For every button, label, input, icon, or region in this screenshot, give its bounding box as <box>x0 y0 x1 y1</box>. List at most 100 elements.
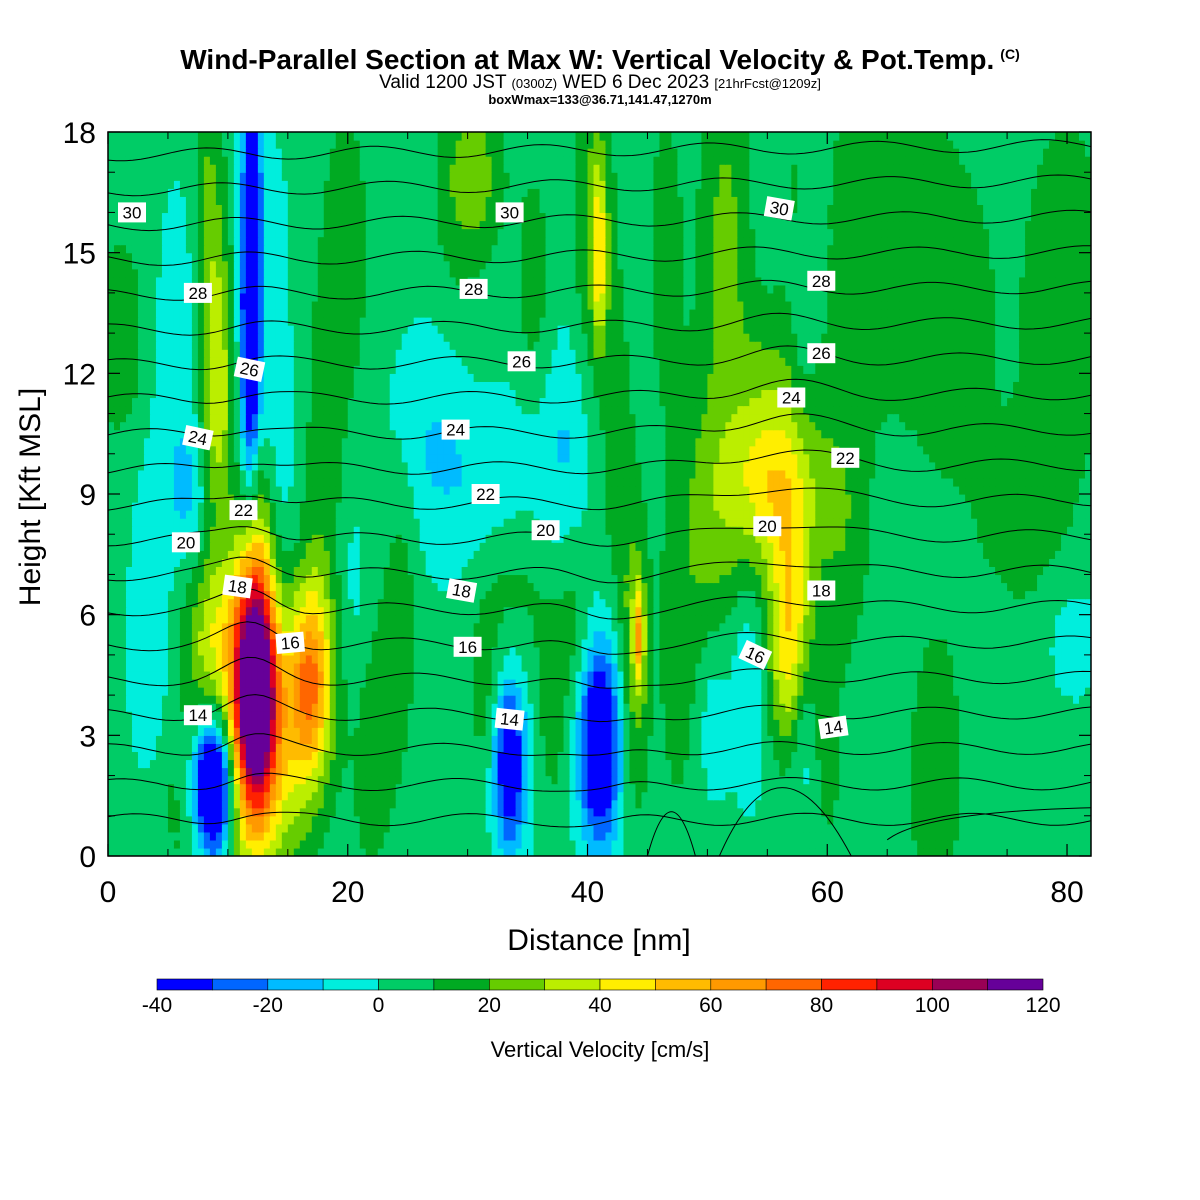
velocity-cell <box>209 622 217 632</box>
velocity-cell <box>185 622 193 632</box>
velocity-cell <box>179 847 187 856</box>
velocity-cell <box>827 646 834 656</box>
velocity-cell <box>635 687 643 696</box>
velocity-cell <box>383 799 391 809</box>
velocity-cell <box>347 791 355 801</box>
velocity-cell <box>419 719 427 728</box>
velocity-cell <box>467 791 475 801</box>
velocity-cell <box>281 783 289 793</box>
velocity-cell <box>785 775 792 785</box>
velocity-cell <box>293 687 301 696</box>
velocity-cell <box>629 687 637 696</box>
velocity-cell <box>833 791 840 801</box>
velocity-cell <box>221 767 229 777</box>
velocity-cell <box>491 719 499 728</box>
velocity-cell <box>845 831 852 841</box>
velocity-cell <box>479 703 487 712</box>
velocity-cell <box>179 703 187 712</box>
velocity-cell <box>989 807 996 817</box>
velocity-cell <box>545 679 553 688</box>
velocity-cell <box>257 791 265 801</box>
velocity-cell <box>653 807 661 817</box>
velocity-cell <box>125 799 133 809</box>
velocity-cell <box>611 751 619 761</box>
velocity-cell <box>527 791 535 801</box>
velocity-cell <box>977 759 984 769</box>
velocity-cell <box>575 687 583 696</box>
velocity-cell <box>899 711 906 720</box>
velocity-cell <box>1043 799 1050 809</box>
velocity-cell <box>527 662 535 672</box>
velocity-cell <box>503 775 511 785</box>
velocity-cell <box>1079 743 1086 753</box>
velocity-cell <box>1007 662 1014 672</box>
velocity-cell <box>623 695 631 704</box>
velocity-cell <box>989 823 996 833</box>
velocity-cell <box>443 687 451 696</box>
velocity-cell <box>857 759 864 769</box>
velocity-cell <box>479 727 487 736</box>
velocity-cell <box>425 654 433 664</box>
velocity-cell <box>701 614 708 624</box>
velocity-cell <box>635 614 643 624</box>
velocity-cell <box>965 791 972 801</box>
velocity-cell <box>941 670 948 680</box>
velocity-cell <box>329 799 337 809</box>
velocity-cell <box>311 807 319 817</box>
velocity-cell <box>869 630 876 640</box>
velocity-cell <box>917 614 924 624</box>
velocity-cell <box>815 807 822 817</box>
velocity-cell <box>491 711 499 720</box>
velocity-cell <box>269 719 277 728</box>
velocity-cell <box>647 735 655 744</box>
velocity-cell <box>1085 719 1091 728</box>
velocity-cell <box>323 759 331 769</box>
velocity-cell <box>605 638 613 648</box>
velocity-cell <box>641 703 649 712</box>
velocity-cell <box>479 614 487 624</box>
velocity-cell <box>575 622 583 632</box>
velocity-cell <box>545 662 553 672</box>
velocity-cell <box>299 654 307 664</box>
velocity-cell <box>845 759 852 769</box>
velocity-cell <box>509 847 517 856</box>
velocity-cell <box>521 847 529 856</box>
velocity-cell <box>785 799 792 809</box>
velocity-cell <box>893 614 900 624</box>
velocity-cell <box>1007 791 1014 801</box>
velocity-cell <box>341 687 349 696</box>
velocity-cell <box>257 743 265 753</box>
velocity-cell <box>713 767 720 777</box>
velocity-cell <box>779 823 786 833</box>
velocity-cell <box>563 614 571 624</box>
velocity-cell <box>311 775 319 785</box>
velocity-cell <box>695 823 702 833</box>
velocity-cell <box>581 807 589 817</box>
velocity-cell <box>1001 695 1008 704</box>
velocity-cell <box>161 799 169 809</box>
velocity-cell <box>1031 799 1038 809</box>
velocity-cell <box>155 831 163 841</box>
velocity-cell <box>431 695 439 704</box>
velocity-cell <box>785 638 792 648</box>
velocity-cell <box>1043 719 1050 728</box>
velocity-cell <box>221 711 229 720</box>
velocity-cell <box>689 807 696 817</box>
velocity-cell <box>359 799 367 809</box>
velocity-cell <box>587 839 595 849</box>
velocity-cell <box>821 703 828 712</box>
velocity-cell <box>923 711 930 720</box>
velocity-cell <box>317 614 325 624</box>
velocity-cell <box>653 646 661 656</box>
velocity-cell <box>839 622 846 632</box>
velocity-cell <box>443 839 451 849</box>
velocity-cell <box>437 630 445 640</box>
velocity-cell <box>611 622 619 632</box>
velocity-cell <box>1043 614 1050 624</box>
velocity-cell <box>941 719 948 728</box>
velocity-cell <box>1037 727 1044 736</box>
velocity-cell <box>281 743 289 753</box>
velocity-cell <box>713 759 720 769</box>
velocity-cell <box>905 630 912 640</box>
velocity-cell <box>353 767 361 777</box>
